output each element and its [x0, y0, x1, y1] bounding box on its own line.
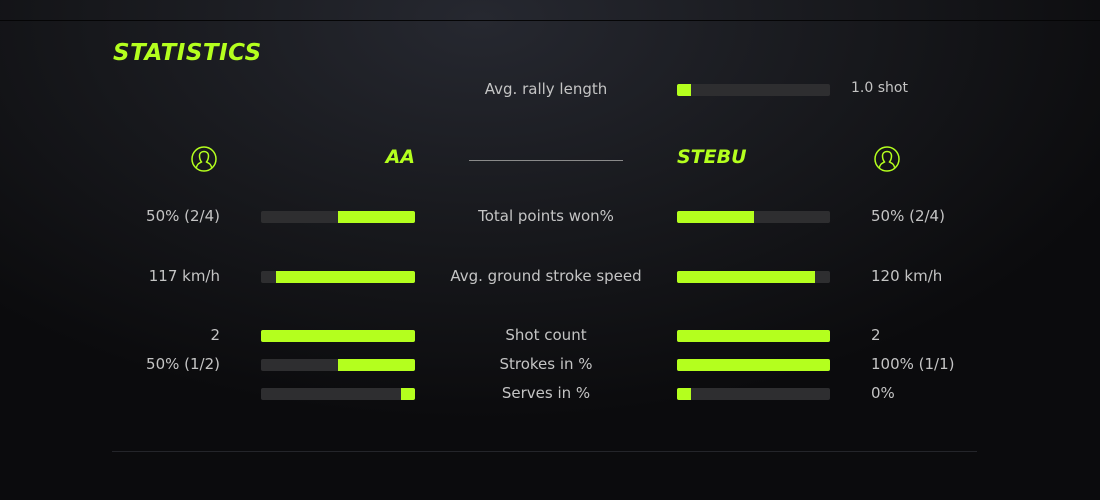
right-bar — [677, 359, 830, 371]
rally-length-value: 1.0 shot — [851, 80, 908, 96]
right-bar-fill — [677, 359, 830, 371]
left-bar — [261, 271, 415, 283]
bottom-divider — [112, 451, 977, 452]
left-bar-fill — [338, 211, 415, 223]
left-bar — [261, 211, 415, 223]
right-bar — [677, 211, 830, 223]
player-left-name: AA — [385, 146, 415, 168]
right-bar — [677, 388, 830, 400]
stat-label: Serves in % — [501, 384, 591, 402]
players-divider — [469, 160, 623, 161]
right-bar-fill — [677, 211, 754, 223]
player-right-name: STEBU — [677, 146, 747, 168]
right-bar — [677, 330, 830, 342]
user-icon — [874, 146, 900, 172]
right-bar-fill — [677, 388, 691, 400]
left-bar — [261, 388, 415, 400]
left-value: 2 — [210, 326, 220, 344]
right-bar-fill — [677, 330, 830, 342]
right-bar-fill — [677, 271, 815, 283]
stat-label: Strokes in % — [499, 355, 593, 373]
rally-length-label: Avg. rally length — [484, 80, 608, 98]
left-bar-fill — [276, 271, 415, 283]
right-value: 120 km/h — [871, 267, 943, 285]
rally-length-fill — [677, 84, 691, 96]
left-bar — [261, 359, 415, 371]
left-bar-fill — [261, 330, 415, 342]
left-bar-fill — [338, 359, 415, 371]
stat-label: Avg. ground stroke speed — [450, 267, 642, 285]
left-value: 50% (1/2) — [146, 355, 220, 373]
left-bar-fill — [401, 388, 415, 400]
right-value: 0% — [871, 384, 895, 402]
top-divider — [0, 20, 1100, 21]
stat-label: Total points won% — [478, 207, 614, 225]
rally-length-bar — [677, 84, 830, 96]
right-bar — [677, 271, 830, 283]
right-value: 100% (1/1) — [871, 355, 955, 373]
left-value: 50% (2/4) — [146, 207, 220, 225]
left-value: 117 km/h — [148, 267, 220, 285]
user-icon — [191, 146, 217, 172]
page-title: STATISTICS — [113, 40, 262, 66]
stat-label: Shot count — [505, 326, 587, 344]
left-bar — [261, 330, 415, 342]
right-value: 50% (2/4) — [871, 207, 945, 225]
right-value: 2 — [871, 326, 881, 344]
